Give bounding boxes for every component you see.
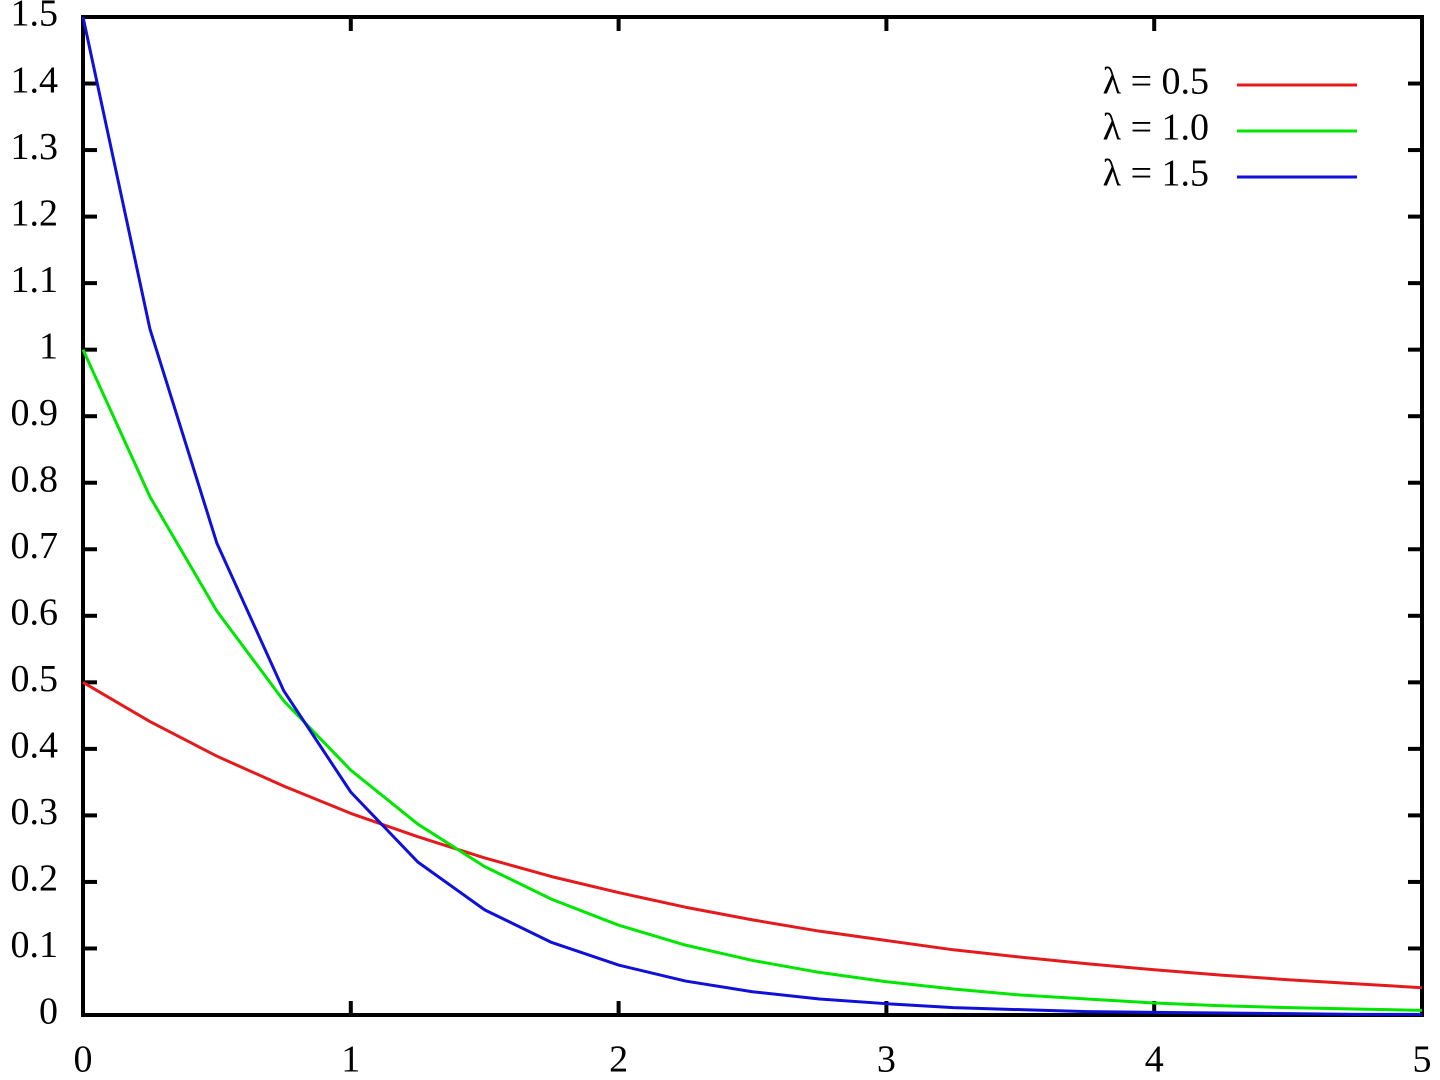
y-tick-label: 0.4: [11, 725, 59, 767]
y-tick-label: 1.2: [11, 192, 59, 234]
y-tick-label: 1.3: [11, 126, 59, 168]
x-tick-label: 2: [609, 1039, 628, 1080]
x-tick-label: 1: [341, 1039, 360, 1080]
x-tick-label: 5: [1413, 1039, 1432, 1080]
y-tick-label: 0.8: [11, 458, 59, 500]
y-tick-label: 1.5: [11, 0, 59, 35]
plot-border: [81, 15, 1424, 1017]
line: [81, 16, 1422, 1016]
y-tick-label: 0.9: [11, 392, 59, 434]
x-tick-label: 0: [74, 1039, 93, 1080]
y-tick-label: 1.1: [11, 259, 59, 301]
y-tick-label: 0.3: [11, 791, 59, 833]
y-tick-label: 0: [39, 991, 58, 1033]
y-tick-label: 0.1: [11, 924, 59, 966]
legend-label: λ = 0.5: [1103, 61, 1209, 103]
legend-label: λ = 1.5: [1103, 153, 1209, 195]
y-tick-label: 1: [39, 325, 58, 367]
x-tick-label: 3: [877, 1039, 896, 1080]
y-tick-label: 0.5: [11, 658, 59, 700]
line: [81, 349, 1423, 1012]
y-tick-label: 0.7: [11, 525, 59, 567]
legend-label: λ = 1.0: [1103, 107, 1209, 149]
x-tick-label: 4: [1145, 1039, 1164, 1080]
y-tick-label: 0.6: [11, 592, 59, 634]
y-tick-label: 1.4: [11, 59, 59, 101]
line: [82, 681, 1423, 990]
y-tick-label: 0.2: [11, 858, 59, 900]
